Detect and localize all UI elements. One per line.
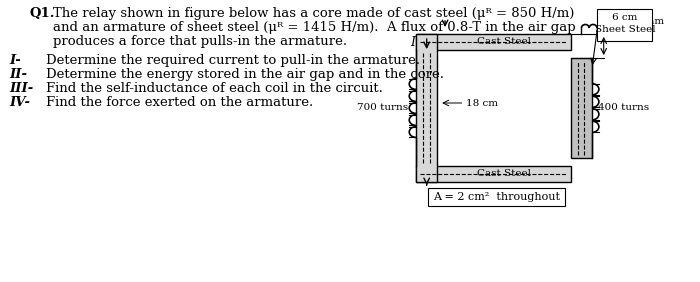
Text: 400 turns: 400 turns [598, 103, 649, 113]
Text: 700 turns: 700 turns [357, 103, 408, 113]
Text: Cast Steel: Cast Steel [477, 38, 531, 47]
FancyBboxPatch shape [597, 9, 652, 41]
Text: The relay shown in figure below has a core made of cast steel (μᴿ = 850 H/m): The relay shown in figure below has a co… [53, 7, 575, 20]
Text: Find the self-inductance of each coil in the circuit.: Find the self-inductance of each coil in… [46, 82, 384, 95]
Text: produces a force that pulls-in the armature.: produces a force that pulls-in the armat… [53, 35, 347, 48]
Text: Determine the energy stored in the air gap and in the core.: Determine the energy stored in the air g… [46, 68, 444, 81]
Bar [416, 166, 570, 182]
Text: Q1.: Q1. [29, 7, 55, 20]
Text: Lg = 2 mm: Lg = 2 mm [606, 17, 664, 26]
Text: Determine the required current to pull-in the armature.: Determine the required current to pull-i… [46, 54, 421, 67]
Text: I: I [411, 36, 416, 49]
Text: 6 cm: 6 cm [612, 14, 638, 23]
Text: II-: II- [10, 68, 28, 81]
Bar [416, 34, 438, 182]
Bar [428, 188, 565, 206]
Text: 18 cm: 18 cm [466, 98, 498, 107]
Text: Sheet Steel: Sheet Steel [595, 25, 655, 34]
Bar [570, 58, 592, 158]
Text: Cast Steel: Cast Steel [477, 169, 531, 179]
Text: I-: I- [10, 54, 22, 67]
Text: III-: III- [10, 82, 34, 95]
Text: Find the force exerted on the armature.: Find the force exerted on the armature. [46, 96, 314, 109]
Text: and an armature of sheet steel (μᴿ = 1415 H/m).  A flux of 0.8-T in the air gap: and an armature of sheet steel (μᴿ = 141… [53, 21, 576, 34]
Text: IV-: IV- [10, 96, 31, 109]
Text: A = 2 cm²  throughout: A = 2 cm² throughout [433, 192, 560, 202]
Bar [416, 34, 570, 50]
